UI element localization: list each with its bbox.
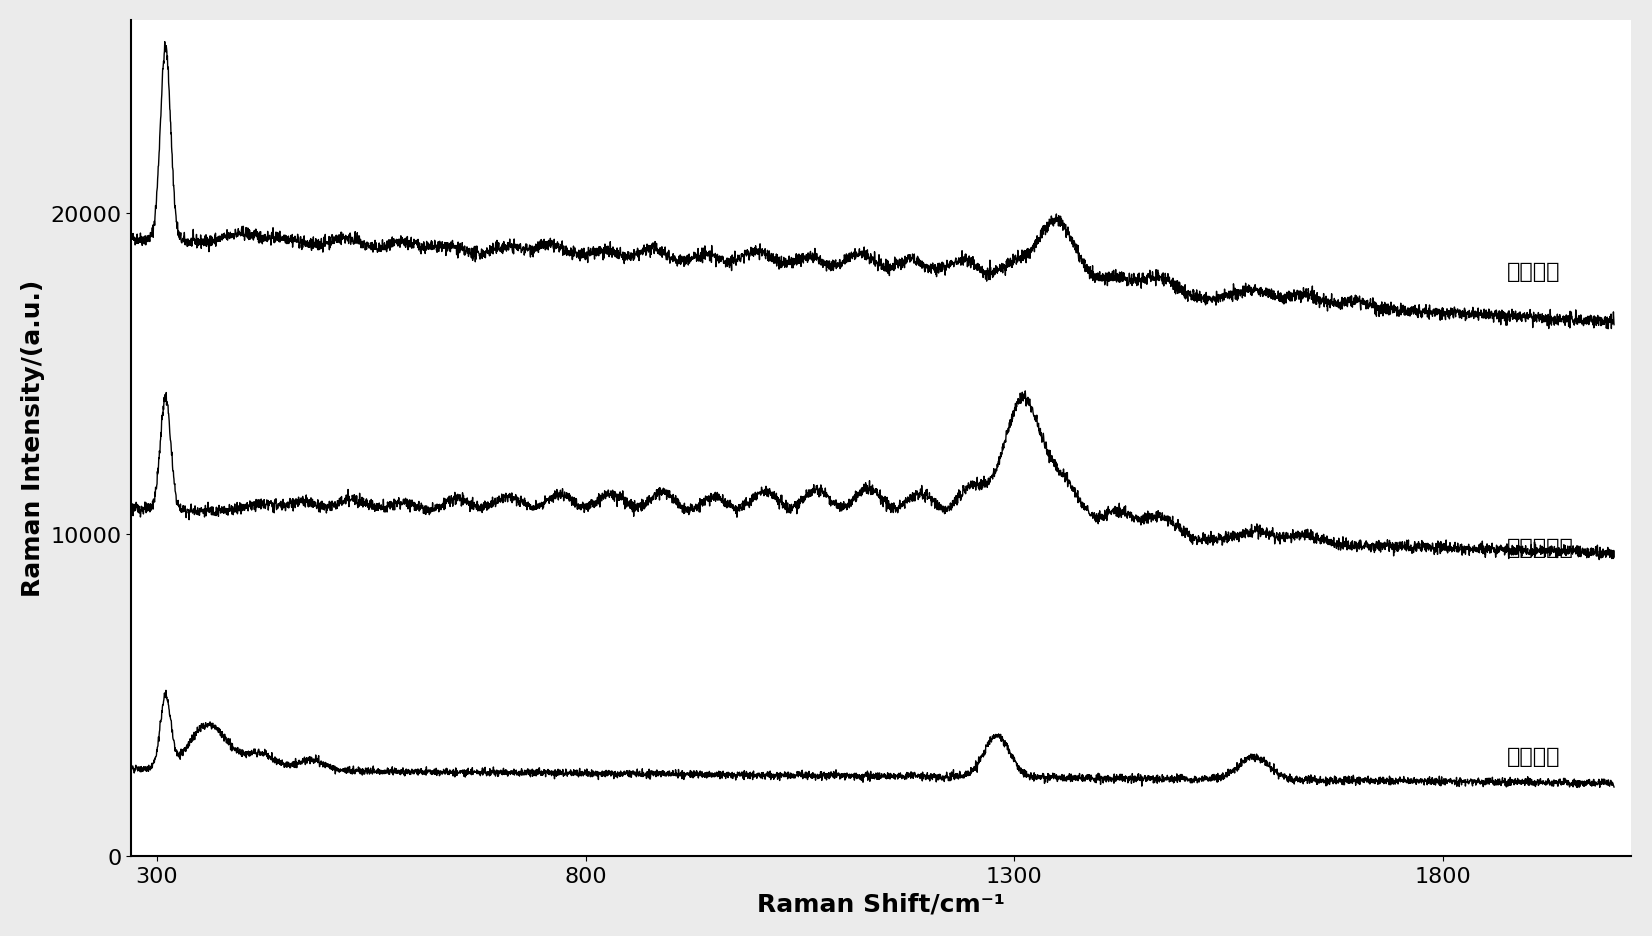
Y-axis label: Raman Intensity/(a.u.): Raman Intensity/(a.u.) xyxy=(21,280,45,597)
Text: 阴性样本: 阴性样本 xyxy=(1507,746,1561,767)
X-axis label: Raman Shift/cm⁻¹: Raman Shift/cm⁻¹ xyxy=(757,891,1004,915)
Text: 阳性样本: 阳性样本 xyxy=(1507,261,1561,282)
Text: 双氯芬酸钓: 双氯芬酸钓 xyxy=(1507,537,1574,558)
